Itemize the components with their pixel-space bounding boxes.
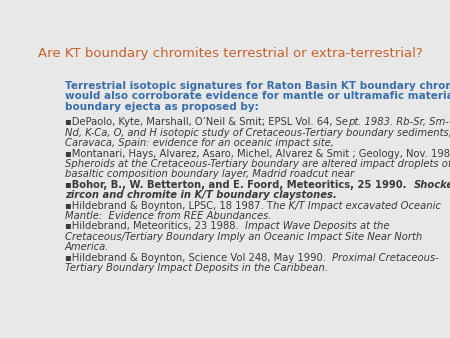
Text: he K/T Impact excavated Oceanic: he K/T Impact excavated Oceanic	[273, 201, 441, 211]
Text: would also corroborate evidence for mantle or ultramafic material in KT: would also corroborate evidence for mant…	[65, 91, 450, 101]
Text: Cretaceous/Tertiary Boundary Imply an Oceanic Impact Site Near North: Cretaceous/Tertiary Boundary Imply an Oc…	[65, 232, 422, 242]
Text: ▪Hildebrand & Boynton, Science Vol 248, May 1990.: ▪Hildebrand & Boynton, Science Vol 248, …	[65, 253, 332, 263]
Text: ▪Bohor, B., W. Betterton, and E. Foord, Meteoritics, 25 1990.: ▪Bohor, B., W. Betterton, and E. Foord, …	[65, 180, 414, 190]
Text: Proximal Cretaceous-: Proximal Cretaceous-	[332, 253, 439, 263]
Text: ▪DePaolo, Kyte, Marshall, O’Neil & Smit; EPSL Vol. 64, Se: ▪DePaolo, Kyte, Marshall, O’Neil & Smit;…	[65, 117, 348, 127]
Text: ▪Hildebrand, Meteoritics, 23 1988.: ▪Hildebrand, Meteoritics, 23 1988.	[65, 221, 245, 232]
Text: Mantle:  Evidence from REE Abundances.: Mantle: Evidence from REE Abundances.	[65, 211, 271, 221]
Text: Terrestrial isotopic signatures for Raton Basin KT boundary chrome spinels: Terrestrial isotopic signatures for Rato…	[65, 81, 450, 91]
Text: ▪Hildebrand & Boynton, LPSC, 18 1987. T: ▪Hildebrand & Boynton, LPSC, 18 1987. T	[65, 201, 273, 211]
Text: Impact Wave Deposits at the: Impact Wave Deposits at the	[245, 221, 389, 232]
Text: Shocked: Shocked	[414, 180, 450, 190]
Text: Are KT boundary chromites terrestrial or extra-terrestrial?: Are KT boundary chromites terrestrial or…	[38, 47, 423, 60]
Text: basaltic composition boundary layer, Madrid roadcut near: basaltic composition boundary layer, Mad…	[65, 169, 354, 179]
Text: boundary ejecta as proposed by:: boundary ejecta as proposed by:	[65, 102, 259, 112]
Text: Nd, K-Ca, O, and H isotopic study of Cretaceous-Tertiary boundary sediments,: Nd, K-Ca, O, and H isotopic study of Cre…	[65, 128, 450, 138]
Text: ▪Montanari, Hays, Alvarez, Asaro, Michel, Alvarez & Smit ; Geology, Nov. 1983.: ▪Montanari, Hays, Alvarez, Asaro, Michel…	[65, 149, 450, 159]
Text: Caravaca, Spain: evidence for an oceanic impact site,: Caravaca, Spain: evidence for an oceanic…	[65, 138, 334, 148]
Text: pt. 1983. Rb-Sr, Sm-: pt. 1983. Rb-Sr, Sm-	[348, 117, 449, 127]
Text: Spheroids at the Cretaceous-Tertiary boundary are altered impact droplets of: Spheroids at the Cretaceous-Tertiary bou…	[65, 159, 450, 169]
Text: Tertiary Boundary Impact Deposits in the Caribbean.: Tertiary Boundary Impact Deposits in the…	[65, 263, 328, 273]
Text: America.: America.	[65, 242, 109, 252]
Text: zircon and chromite in K/T boundary claystones.: zircon and chromite in K/T boundary clay…	[65, 190, 337, 200]
